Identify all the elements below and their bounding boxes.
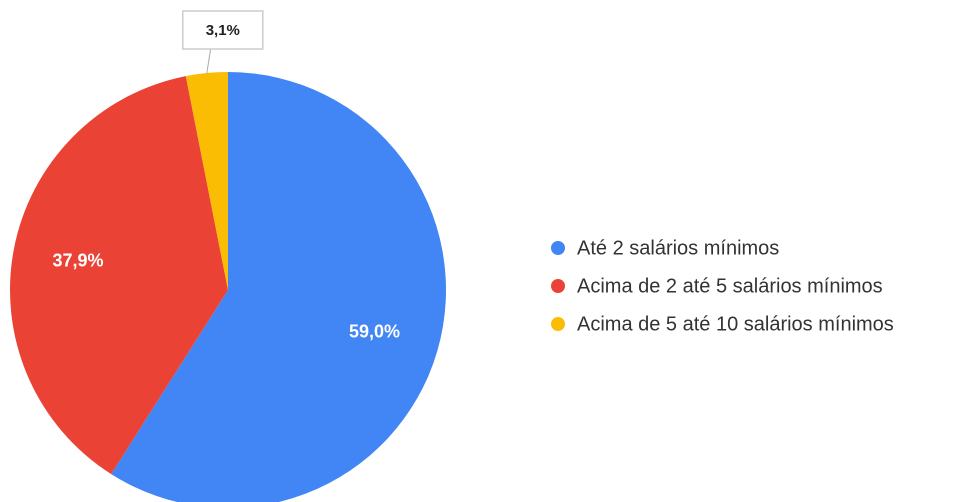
leader-line [206,47,212,74]
pie-slice [111,72,447,502]
slice-label: 3,1% [206,22,240,39]
slice-label: 59,0% [349,321,400,341]
slice-label: 37,9% [52,251,103,271]
label-box [182,10,264,50]
legend-label: Acima de 5 até 10 salários mínimos [577,313,894,335]
legend-marker [551,241,565,255]
pie-slice [10,76,228,475]
pie-slice [185,72,228,290]
legend-marker [551,279,565,293]
legend-label: Até 2 salários mínimos [577,237,779,259]
legend-label: Acima de 2 até 5 salários mínimos [577,275,883,297]
legend-marker [551,317,565,331]
